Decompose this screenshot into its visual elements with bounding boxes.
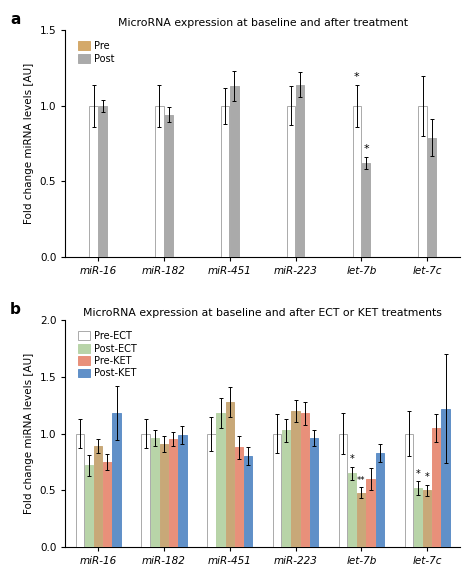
Bar [90, 106, 98, 257]
Bar [301, 413, 309, 547]
Bar [169, 439, 177, 547]
Bar [94, 446, 102, 547]
Bar [287, 106, 295, 257]
Bar [112, 413, 121, 547]
Bar [75, 434, 84, 547]
Legend: Pre, Post: Pre, Post [74, 37, 118, 67]
Bar [207, 434, 216, 547]
Bar [178, 435, 187, 547]
Title: MicroRNA expression at baseline and after treatment: MicroRNA expression at baseline and afte… [118, 18, 408, 28]
Bar [404, 434, 413, 547]
Bar [282, 430, 291, 547]
Bar [235, 447, 243, 547]
Bar [292, 411, 300, 547]
Bar [160, 444, 168, 547]
Bar [375, 453, 384, 547]
Bar [362, 164, 370, 257]
Bar [85, 465, 93, 547]
Bar [432, 428, 441, 547]
Y-axis label: Fold change miRNA levels [AU]: Fold change miRNA levels [AU] [24, 63, 34, 224]
Y-axis label: Fold change miRNA levels [AU]: Fold change miRNA levels [AU] [24, 353, 34, 514]
Bar [428, 137, 436, 257]
Text: b: b [10, 302, 21, 317]
Bar [141, 434, 150, 547]
Text: *: * [425, 472, 429, 483]
Bar [230, 86, 238, 257]
Text: *: * [416, 469, 420, 479]
Text: *: * [363, 144, 369, 154]
Bar [310, 438, 318, 547]
Bar [357, 492, 365, 547]
Text: **: ** [357, 476, 365, 485]
Bar [221, 106, 229, 257]
Bar [348, 473, 356, 547]
Legend: Pre-ECT, Post-ECT, Pre-KET, Post-KET: Pre-ECT, Post-ECT, Pre-KET, Post-KET [74, 327, 140, 382]
Bar [155, 106, 164, 257]
Bar [296, 85, 304, 257]
Bar [339, 434, 347, 547]
Bar [366, 479, 375, 547]
Bar [353, 106, 361, 257]
Bar [273, 434, 282, 547]
Bar [216, 413, 225, 547]
Bar [103, 462, 112, 547]
Bar [151, 438, 159, 547]
Bar [164, 115, 173, 257]
Title: MicroRNA expression at baseline and after ECT or KET treatments: MicroRNA expression at baseline and afte… [83, 308, 442, 318]
Bar [423, 490, 431, 547]
Text: *: * [350, 454, 355, 464]
Bar [419, 106, 427, 257]
Bar [244, 456, 253, 547]
Bar [226, 402, 234, 547]
Text: *: * [354, 71, 360, 82]
Bar [441, 409, 450, 547]
Bar [414, 488, 422, 547]
Bar [99, 106, 107, 257]
Text: a: a [10, 12, 20, 27]
